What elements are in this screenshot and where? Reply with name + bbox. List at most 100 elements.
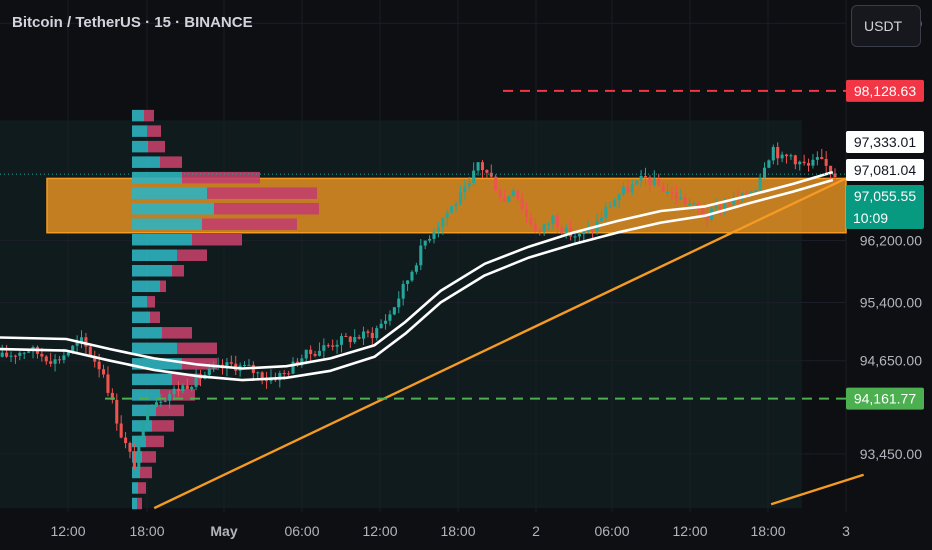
- candle-body: [586, 228, 590, 232]
- candle: [776, 142, 780, 166]
- candle-body: [829, 165, 833, 174]
- price-axis-label-text: 97,333.01: [854, 134, 916, 150]
- candle-body: [75, 342, 79, 346]
- candle: [124, 431, 128, 449]
- candle-body: [784, 154, 789, 157]
- candle: [423, 240, 427, 250]
- candle: [789, 153, 793, 160]
- candle: [807, 158, 811, 172]
- candle: [666, 183, 670, 197]
- candle-body: [159, 401, 163, 403]
- volume-profile-up: [132, 280, 160, 293]
- candle: [353, 329, 357, 345]
- candle: [538, 227, 542, 236]
- volume-profile-row: [132, 171, 260, 184]
- volume-profile-up: [132, 249, 177, 261]
- candle: [370, 327, 374, 346]
- candle: [309, 345, 313, 362]
- candle-body: [128, 443, 132, 452]
- candle: [643, 167, 648, 186]
- candle-body: [66, 352, 70, 356]
- volume-profile-down: [160, 156, 182, 168]
- candle-body: [776, 146, 780, 159]
- x-axis-tick-label: 06:00: [594, 523, 629, 539]
- y-axis-tick-label: 96,200.00: [860, 232, 922, 248]
- candle: [106, 366, 110, 397]
- candle-body: [119, 423, 123, 438]
- candle-body: [476, 162, 480, 171]
- candle: [9, 351, 13, 363]
- price-axis-label-text: 98,128.63: [854, 83, 916, 99]
- candle-body: [666, 191, 670, 193]
- candle-body: [599, 217, 603, 221]
- candle-body: [727, 204, 731, 206]
- candle-body: [793, 155, 797, 165]
- candle-body: [463, 186, 467, 193]
- candle-body: [480, 162, 485, 171]
- candle-body: [547, 223, 551, 225]
- candle-body: [789, 155, 793, 157]
- currency-button[interactable]: USDT: [851, 5, 921, 47]
- candle: [613, 197, 617, 207]
- candle: [344, 332, 348, 338]
- volume-profile-up: [132, 311, 150, 324]
- volume-profile-up: [132, 482, 138, 494]
- candle: [564, 224, 568, 239]
- volume-profile-row: [132, 311, 160, 324]
- candle-body: [767, 160, 771, 168]
- y-axis-tick-label: 94,650.00: [860, 353, 922, 369]
- candle: [13, 354, 17, 364]
- price-axis-label-text: 94,161.77: [854, 391, 916, 407]
- volume-profile-up: [132, 109, 144, 122]
- candle-body: [683, 197, 687, 205]
- x-axis-tick-label: 12:00: [50, 523, 85, 539]
- candle-body: [5, 352, 9, 357]
- volume-profile-down: [147, 125, 161, 137]
- candle: [229, 355, 233, 368]
- candle-body: [304, 349, 308, 359]
- candle: [176, 381, 180, 397]
- candle-body: [185, 385, 189, 390]
- volume-profile-row: [132, 140, 165, 153]
- candle: [458, 185, 462, 206]
- candle: [502, 189, 507, 203]
- candle-body: [93, 356, 97, 362]
- volume-profile-up: [132, 497, 137, 510]
- price-axis-label-text: 97,055.55: [854, 188, 916, 204]
- candle: [93, 350, 97, 368]
- volume-profile-up: [132, 451, 142, 463]
- candle: [397, 291, 401, 314]
- candle-body: [401, 283, 405, 299]
- candle: [247, 359, 251, 366]
- candle-body: [366, 331, 370, 333]
- candle-body: [13, 355, 17, 357]
- candle-body: [344, 336, 348, 338]
- candle: [679, 189, 683, 200]
- candle-body: [353, 337, 357, 343]
- volume-profile-row: [132, 404, 184, 417]
- volume-profile-down: [146, 435, 164, 448]
- moving-average-line: [0, 178, 834, 382]
- volume-profile-down: [144, 109, 154, 122]
- volume-profile-down: [140, 466, 152, 479]
- candle-body: [674, 192, 678, 200]
- candle-body: [494, 176, 498, 191]
- candle-body: [591, 228, 595, 232]
- candle-body: [692, 203, 696, 205]
- candle: [260, 371, 264, 385]
- candle-body: [520, 198, 524, 210]
- candle: [555, 212, 559, 234]
- x-axis-tick-label: 12:00: [672, 523, 707, 539]
- candle-body: [652, 178, 656, 185]
- candle-body: [577, 234, 581, 237]
- candle-body: [154, 402, 158, 407]
- candle-body: [124, 437, 128, 444]
- x-axis-tick-label: 18:00: [440, 523, 475, 539]
- volume-profile-row: [132, 125, 161, 137]
- candle: [670, 186, 674, 200]
- volume-profile-row: [132, 187, 317, 199]
- volume-profile-down: [160, 280, 166, 293]
- volume-profile-up: [132, 404, 156, 417]
- candle-body: [762, 167, 767, 178]
